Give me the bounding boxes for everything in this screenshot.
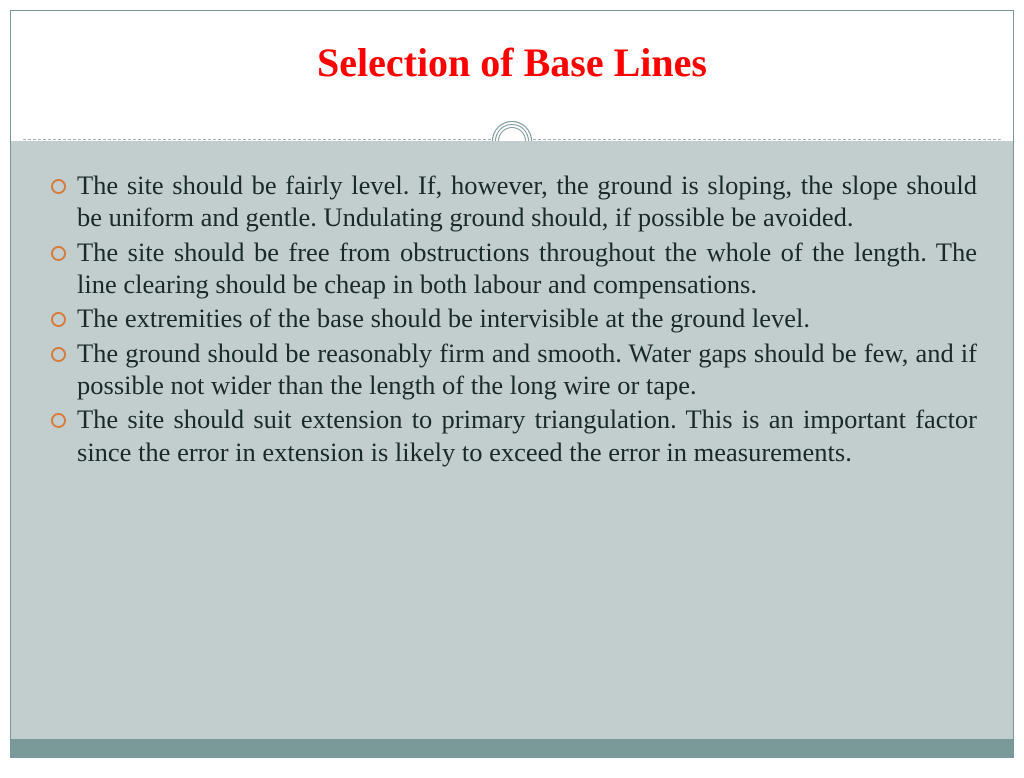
slide-frame: Selection of Base Lines The site should … bbox=[10, 10, 1014, 758]
list-item: The site should be fairly level. If, how… bbox=[47, 169, 977, 234]
footer-accent-bar bbox=[11, 739, 1013, 757]
content-area: The site should be fairly level. If, how… bbox=[11, 141, 1013, 468]
bullet-list: The site should be fairly level. If, how… bbox=[47, 169, 977, 468]
slide-title: Selection of Base Lines bbox=[11, 39, 1013, 86]
list-item: The ground should be reasonably firm and… bbox=[47, 337, 977, 402]
list-item: The site should suit extension to primar… bbox=[47, 403, 977, 468]
list-item: The extremities of the base should be in… bbox=[47, 302, 977, 334]
slide-body: The site should be fairly level. If, how… bbox=[11, 141, 1013, 757]
list-item: The site should be free from obstruction… bbox=[47, 236, 977, 301]
